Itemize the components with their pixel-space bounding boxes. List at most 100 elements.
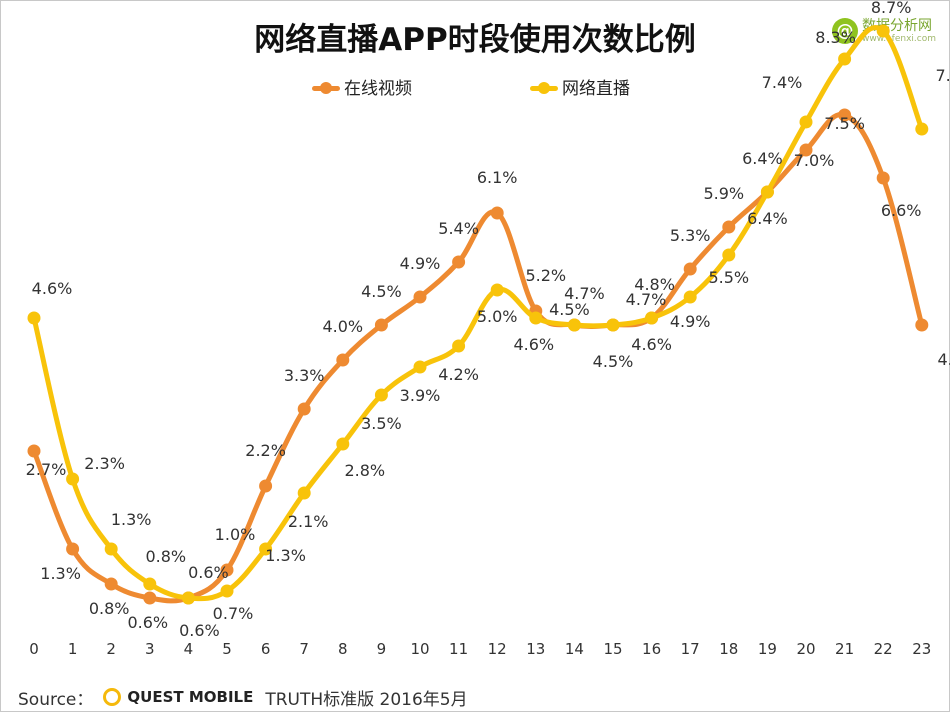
x-tick-label: 12 (488, 640, 507, 658)
data-point (490, 283, 504, 297)
data-point (606, 318, 620, 332)
x-tick-label: 23 (912, 640, 931, 658)
data-label: 7.3% (935, 66, 950, 85)
data-point (27, 444, 41, 458)
data-label: 5.3% (670, 226, 711, 245)
data-label: 6.4% (747, 209, 788, 228)
source-brand: QUEST MOBILE (127, 688, 254, 706)
data-label: 3.3% (284, 366, 325, 385)
data-label: 1.3% (111, 510, 152, 529)
source-edition: TRUTH标准版 2016年5月 (265, 689, 468, 710)
legend-label: 在线视频 (344, 79, 412, 99)
data-point (683, 290, 697, 304)
x-tick-label: 3 (145, 640, 155, 658)
data-point (683, 262, 697, 276)
data-label: 6.6% (881, 201, 922, 220)
data-label: 4.9% (670, 312, 711, 331)
data-label: 2.3% (84, 454, 125, 473)
x-tick-label: 14 (565, 640, 584, 658)
data-point (297, 402, 311, 416)
data-label: 6.4% (742, 149, 783, 168)
data-label: 4.5% (937, 350, 950, 369)
data-label: 2.7% (26, 460, 67, 479)
data-point (66, 542, 80, 556)
data-point (374, 318, 388, 332)
data-label: 4.5% (593, 352, 634, 371)
x-tick-label: 16 (642, 640, 661, 658)
data-label: 4.5% (549, 300, 590, 319)
x-tick-label: 4 (184, 640, 194, 658)
legend-swatch-live-streaming (530, 77, 558, 97)
data-label: 0.7% (213, 604, 254, 623)
data-point (336, 353, 350, 367)
data-point (259, 542, 273, 556)
data-label: 7.0% (794, 151, 835, 170)
data-label: 2.2% (245, 441, 286, 460)
x-tick-label: 19 (758, 640, 777, 658)
data-label: 5.0% (477, 307, 518, 326)
data-point (220, 584, 234, 598)
legend-item-live-streaming: 网络直播 (530, 74, 630, 99)
data-point (336, 437, 350, 451)
x-tick-label: 20 (796, 640, 815, 658)
data-point (799, 143, 813, 157)
x-tick-label: 11 (449, 640, 468, 658)
data-label: 4.6% (513, 335, 554, 354)
data-point (722, 220, 736, 234)
data-label: 4.6% (32, 279, 73, 298)
data-point (529, 311, 543, 325)
data-label: 5.4% (438, 219, 479, 238)
data-point (915, 318, 929, 332)
data-label: 5.2% (525, 266, 566, 285)
data-label: 0.6% (127, 613, 168, 632)
data-point (104, 577, 118, 591)
data-label: 4.2% (438, 365, 479, 384)
x-tick-label: 13 (526, 640, 545, 658)
data-label: 4.7% (564, 284, 605, 303)
afenxi-logo-icon: @ (832, 18, 859, 44)
data-point (876, 171, 890, 185)
legend-item-online-video: 在线视频 (312, 74, 412, 99)
data-label: 6.1% (477, 168, 518, 187)
data-label: 7.5% (824, 114, 865, 133)
data-point (66, 472, 80, 486)
data-point (413, 360, 427, 374)
data-point (876, 24, 890, 38)
chart-legend: 在线视频 网络直播 (0, 74, 950, 100)
x-tick-label: 2 (106, 640, 116, 658)
x-tick-label: 5 (222, 640, 232, 658)
x-tick-label: 18 (719, 640, 738, 658)
x-tick-label: 0 (29, 640, 39, 658)
data-point (27, 311, 41, 325)
data-label: 7.4% (762, 73, 803, 92)
data-point (143, 577, 157, 591)
data-point (259, 479, 273, 493)
data-label: 8.7% (871, 0, 912, 17)
data-label: 1.3% (40, 564, 81, 583)
data-label: 5.5% (708, 268, 749, 287)
data-label: 0.6% (179, 621, 220, 640)
data-point (567, 318, 581, 332)
data-point (722, 248, 736, 262)
legend-swatch-online-video (312, 77, 340, 97)
data-label: 4.8% (634, 275, 675, 294)
source-label: Source： (18, 689, 94, 710)
x-tick-label: 21 (835, 640, 854, 658)
data-point (760, 185, 774, 199)
chart-title: 网络直播APP时段使用次数比例 (254, 22, 696, 58)
data-label: 4.9% (400, 254, 441, 273)
data-point (452, 255, 466, 269)
x-tick-label: 10 (410, 640, 429, 658)
brand-url: www.afenxi.com (862, 33, 936, 44)
data-label: 5.9% (703, 184, 744, 203)
source-footer: Source： QUEST MOBILE TRUTH标准版 2016年5月 (18, 684, 468, 710)
data-point (838, 52, 852, 66)
data-label: 4.6% (631, 335, 672, 354)
series-line (31, 112, 925, 604)
data-point (645, 311, 659, 325)
data-label: 8.3% (815, 28, 856, 47)
x-tick-label: 15 (603, 640, 622, 658)
data-point (297, 486, 311, 500)
data-label: 0.8% (145, 547, 186, 566)
data-point (220, 563, 234, 577)
